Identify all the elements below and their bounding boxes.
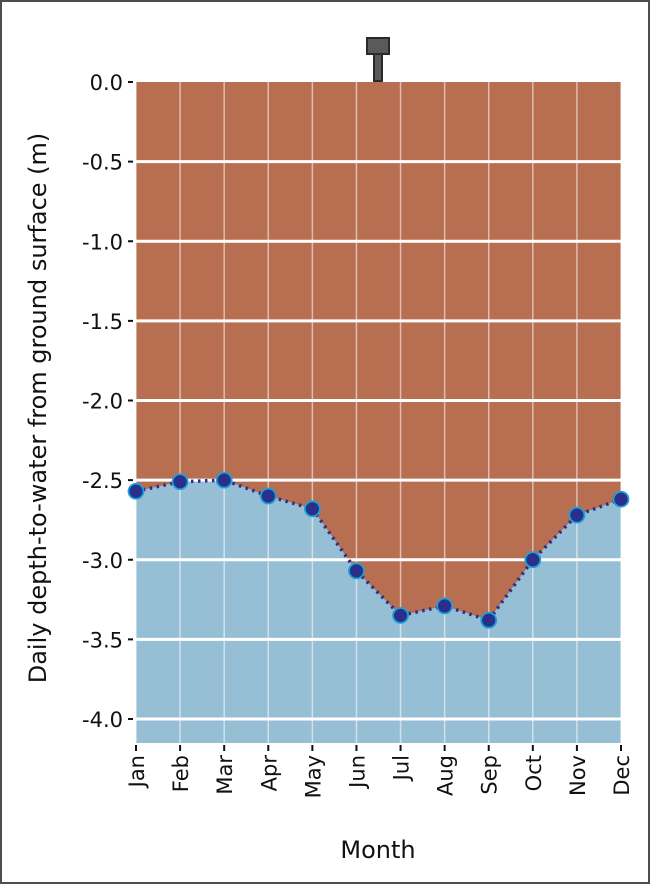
x-axis: Jan Feb Mar Apr May Jun Jul Aug Sep Oct Nov Dec <box>125 745 634 798</box>
x-tick-label: Jun <box>345 755 369 790</box>
well-pipe-icon <box>366 37 390 82</box>
x-tick-label: Jan <box>125 755 149 789</box>
y-tick-label: -1.5 <box>82 310 123 334</box>
y-tick-label: -0.5 <box>82 151 123 175</box>
plot-area <box>136 82 621 743</box>
y-tick-label: -4.0 <box>82 708 123 732</box>
x-tick-label: Nov <box>566 755 590 796</box>
x-tick-label: Oct <box>522 755 546 791</box>
data-point-nov <box>568 506 586 524</box>
data-point-apr <box>259 487 277 505</box>
x-axis-title: Month <box>340 836 415 864</box>
y-tick-label: -3.5 <box>82 628 123 652</box>
data-point-dec <box>612 490 630 508</box>
data-point-mar <box>215 471 233 489</box>
data-point-aug <box>436 597 454 615</box>
x-tick-label: May <box>301 755 325 798</box>
data-point-may <box>303 500 321 518</box>
y-tick-label: 0.0 <box>90 71 123 95</box>
x-tick-label: Dec <box>610 755 634 796</box>
y-axis: 0.0 -0.5 -1.0 -1.5 -2.0 -2.5 -3.0 -3.5 -4.0 <box>82 71 133 732</box>
x-tick-label: Jul <box>390 755 414 782</box>
grid-lines <box>135 82 622 743</box>
data-series <box>127 471 630 629</box>
data-point-jul <box>392 607 409 624</box>
y-tick-label: -2.5 <box>82 469 123 493</box>
x-tick-label: Sep <box>478 755 502 795</box>
data-point-oct <box>524 551 542 569</box>
y-tick-label: -1.0 <box>82 230 123 254</box>
y-tick-label: -3.0 <box>82 549 123 573</box>
y-tick-label: -2.0 <box>82 390 123 414</box>
y-axis-title: Daily depth-to-water from ground surface… <box>24 133 52 684</box>
data-point-jun <box>348 562 365 580</box>
data-point-sep <box>480 611 498 629</box>
x-tick-label: Apr <box>257 755 281 792</box>
series-line <box>135 478 622 623</box>
x-tick-label: Aug <box>434 755 458 796</box>
x-tick-label: Mar <box>213 755 237 795</box>
x-tick-label: Feb <box>169 755 193 792</box>
data-point-feb <box>171 473 189 491</box>
water-region <box>136 480 621 743</box>
data-point-jan <box>127 482 145 500</box>
